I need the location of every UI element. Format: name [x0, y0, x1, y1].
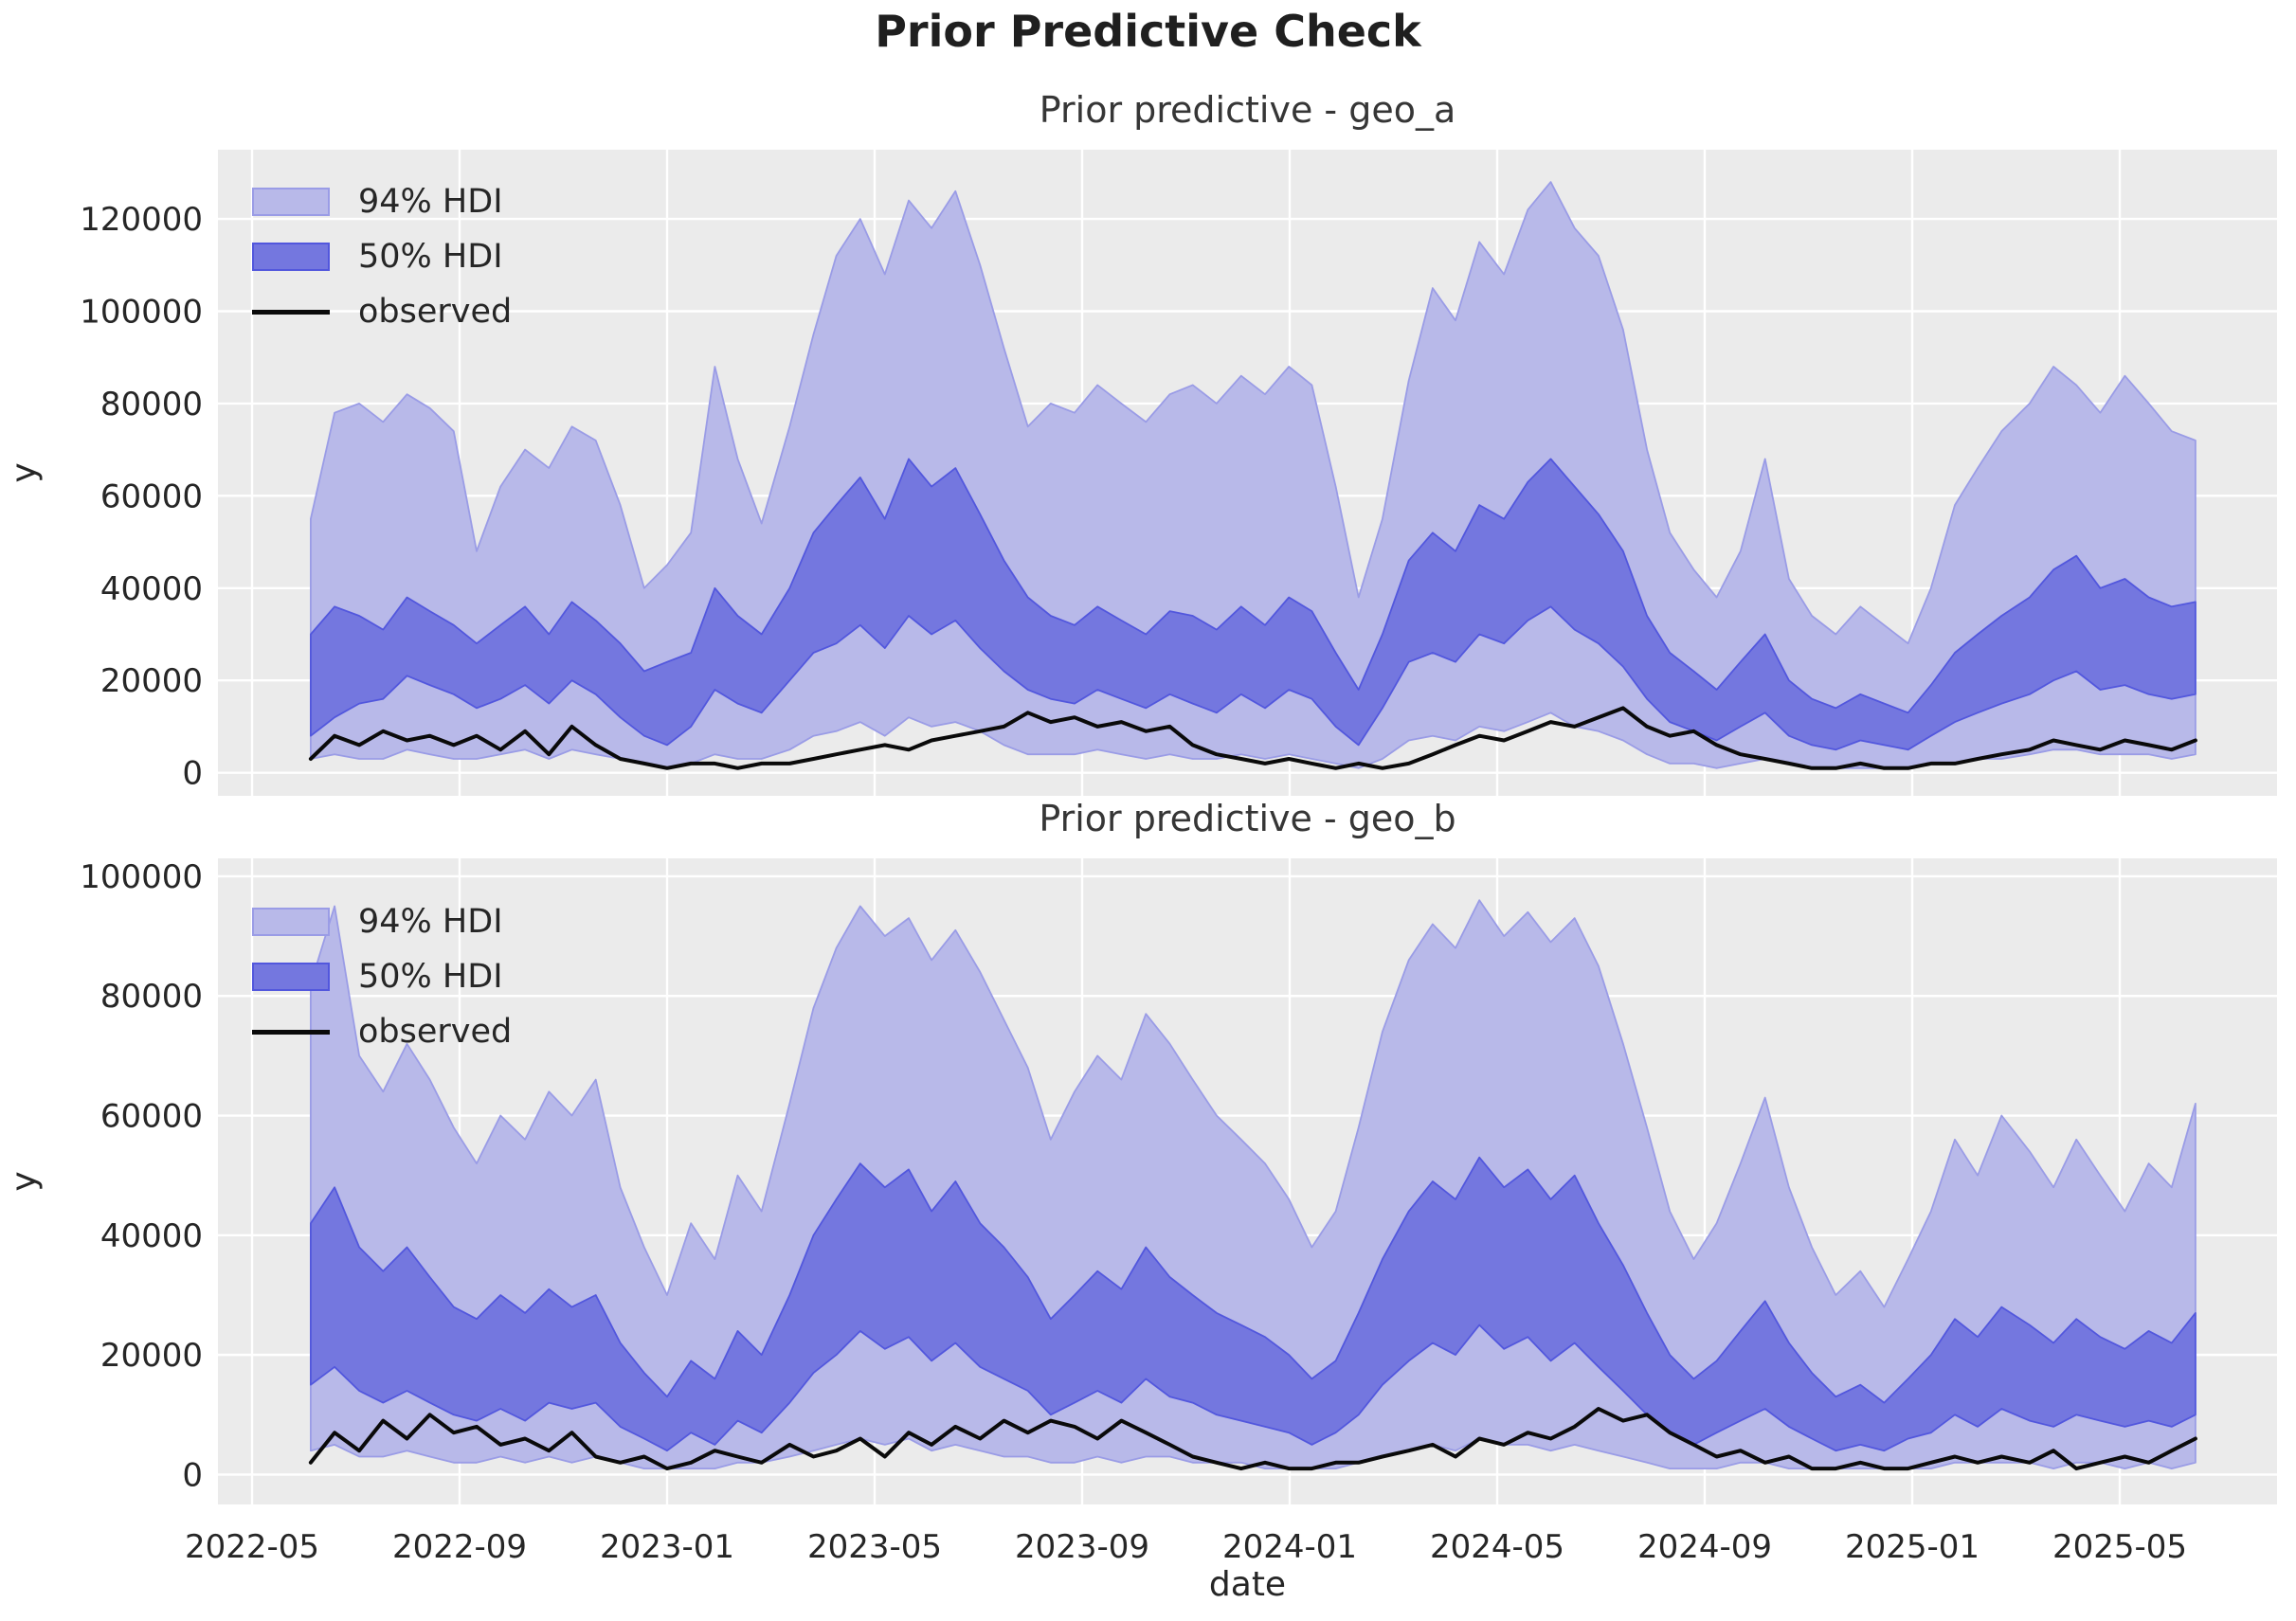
legend-label: 94% HDI [358, 183, 503, 221]
y-axis-label-geo-b: y [5, 1171, 44, 1192]
svg-text:2024-09: 2024-09 [1637, 1528, 1772, 1566]
svg-text:0: 0 [182, 755, 203, 793]
svg-text:120000: 120000 [80, 201, 203, 239]
svg-text:20000: 20000 [100, 1337, 203, 1375]
svg-text:2022-09: 2022-09 [392, 1528, 527, 1566]
legend-item-94-hdi: 94% HDI [252, 174, 512, 229]
svg-text:60000: 60000 [100, 477, 203, 515]
x-axis-label: date [1208, 1565, 1287, 1604]
svg-text:2025-05: 2025-05 [2052, 1528, 2187, 1566]
figure-title: Prior Predictive Check [875, 6, 1421, 57]
observed-line-icon [252, 1018, 330, 1046]
hdi94-swatch-icon [252, 908, 330, 936]
legend-label: 94% HDI [358, 903, 503, 941]
y-axis-label-geo-a: y [5, 462, 44, 483]
svg-text:2023-05: 2023-05 [807, 1528, 942, 1566]
svg-text:2024-01: 2024-01 [1222, 1528, 1357, 1566]
legend-label: 50% HDI [358, 958, 503, 996]
hdi50-swatch-icon [252, 963, 330, 991]
svg-text:2025-01: 2025-01 [1845, 1528, 1980, 1566]
legend-label: observed [358, 293, 513, 331]
svg-text:0: 0 [182, 1456, 203, 1494]
hdi94-swatch-icon [252, 188, 330, 216]
svg-text:100000: 100000 [80, 294, 203, 332]
svg-text:60000: 60000 [100, 1098, 203, 1136]
legend-item-50-hdi: 50% HDI [252, 949, 512, 1004]
legend-item-observed: observed [252, 1004, 512, 1059]
observed-line-icon [252, 297, 330, 326]
legend-geo-a: 94% HDI 50% HDI observed [252, 174, 512, 339]
legend-item-observed: observed [252, 284, 512, 339]
svg-text:40000: 40000 [100, 1217, 203, 1255]
svg-text:20000: 20000 [100, 662, 203, 700]
svg-text:2022-05: 2022-05 [185, 1528, 319, 1566]
svg-text:2023-09: 2023-09 [1015, 1528, 1149, 1566]
svg-text:2023-01: 2023-01 [600, 1528, 734, 1566]
svg-text:100000: 100000 [80, 858, 203, 896]
legend-label: 50% HDI [358, 238, 503, 276]
subplot-title-geo-b: Prior predictive - geo_b [1039, 798, 1456, 839]
legend-item-50-hdi: 50% HDI [252, 229, 512, 284]
legend-geo-b: 94% HDI 50% HDI observed [252, 894, 512, 1059]
svg-text:2024-05: 2024-05 [1430, 1528, 1564, 1566]
svg-text:80000: 80000 [100, 386, 203, 423]
legend-item-94-hdi: 94% HDI [252, 894, 512, 949]
legend-label: observed [358, 1013, 513, 1051]
subplot-title-geo-a: Prior predictive - geo_a [1039, 89, 1456, 131]
svg-text:80000: 80000 [100, 978, 203, 1016]
hdi50-swatch-icon [252, 243, 330, 271]
svg-text:40000: 40000 [100, 570, 203, 608]
